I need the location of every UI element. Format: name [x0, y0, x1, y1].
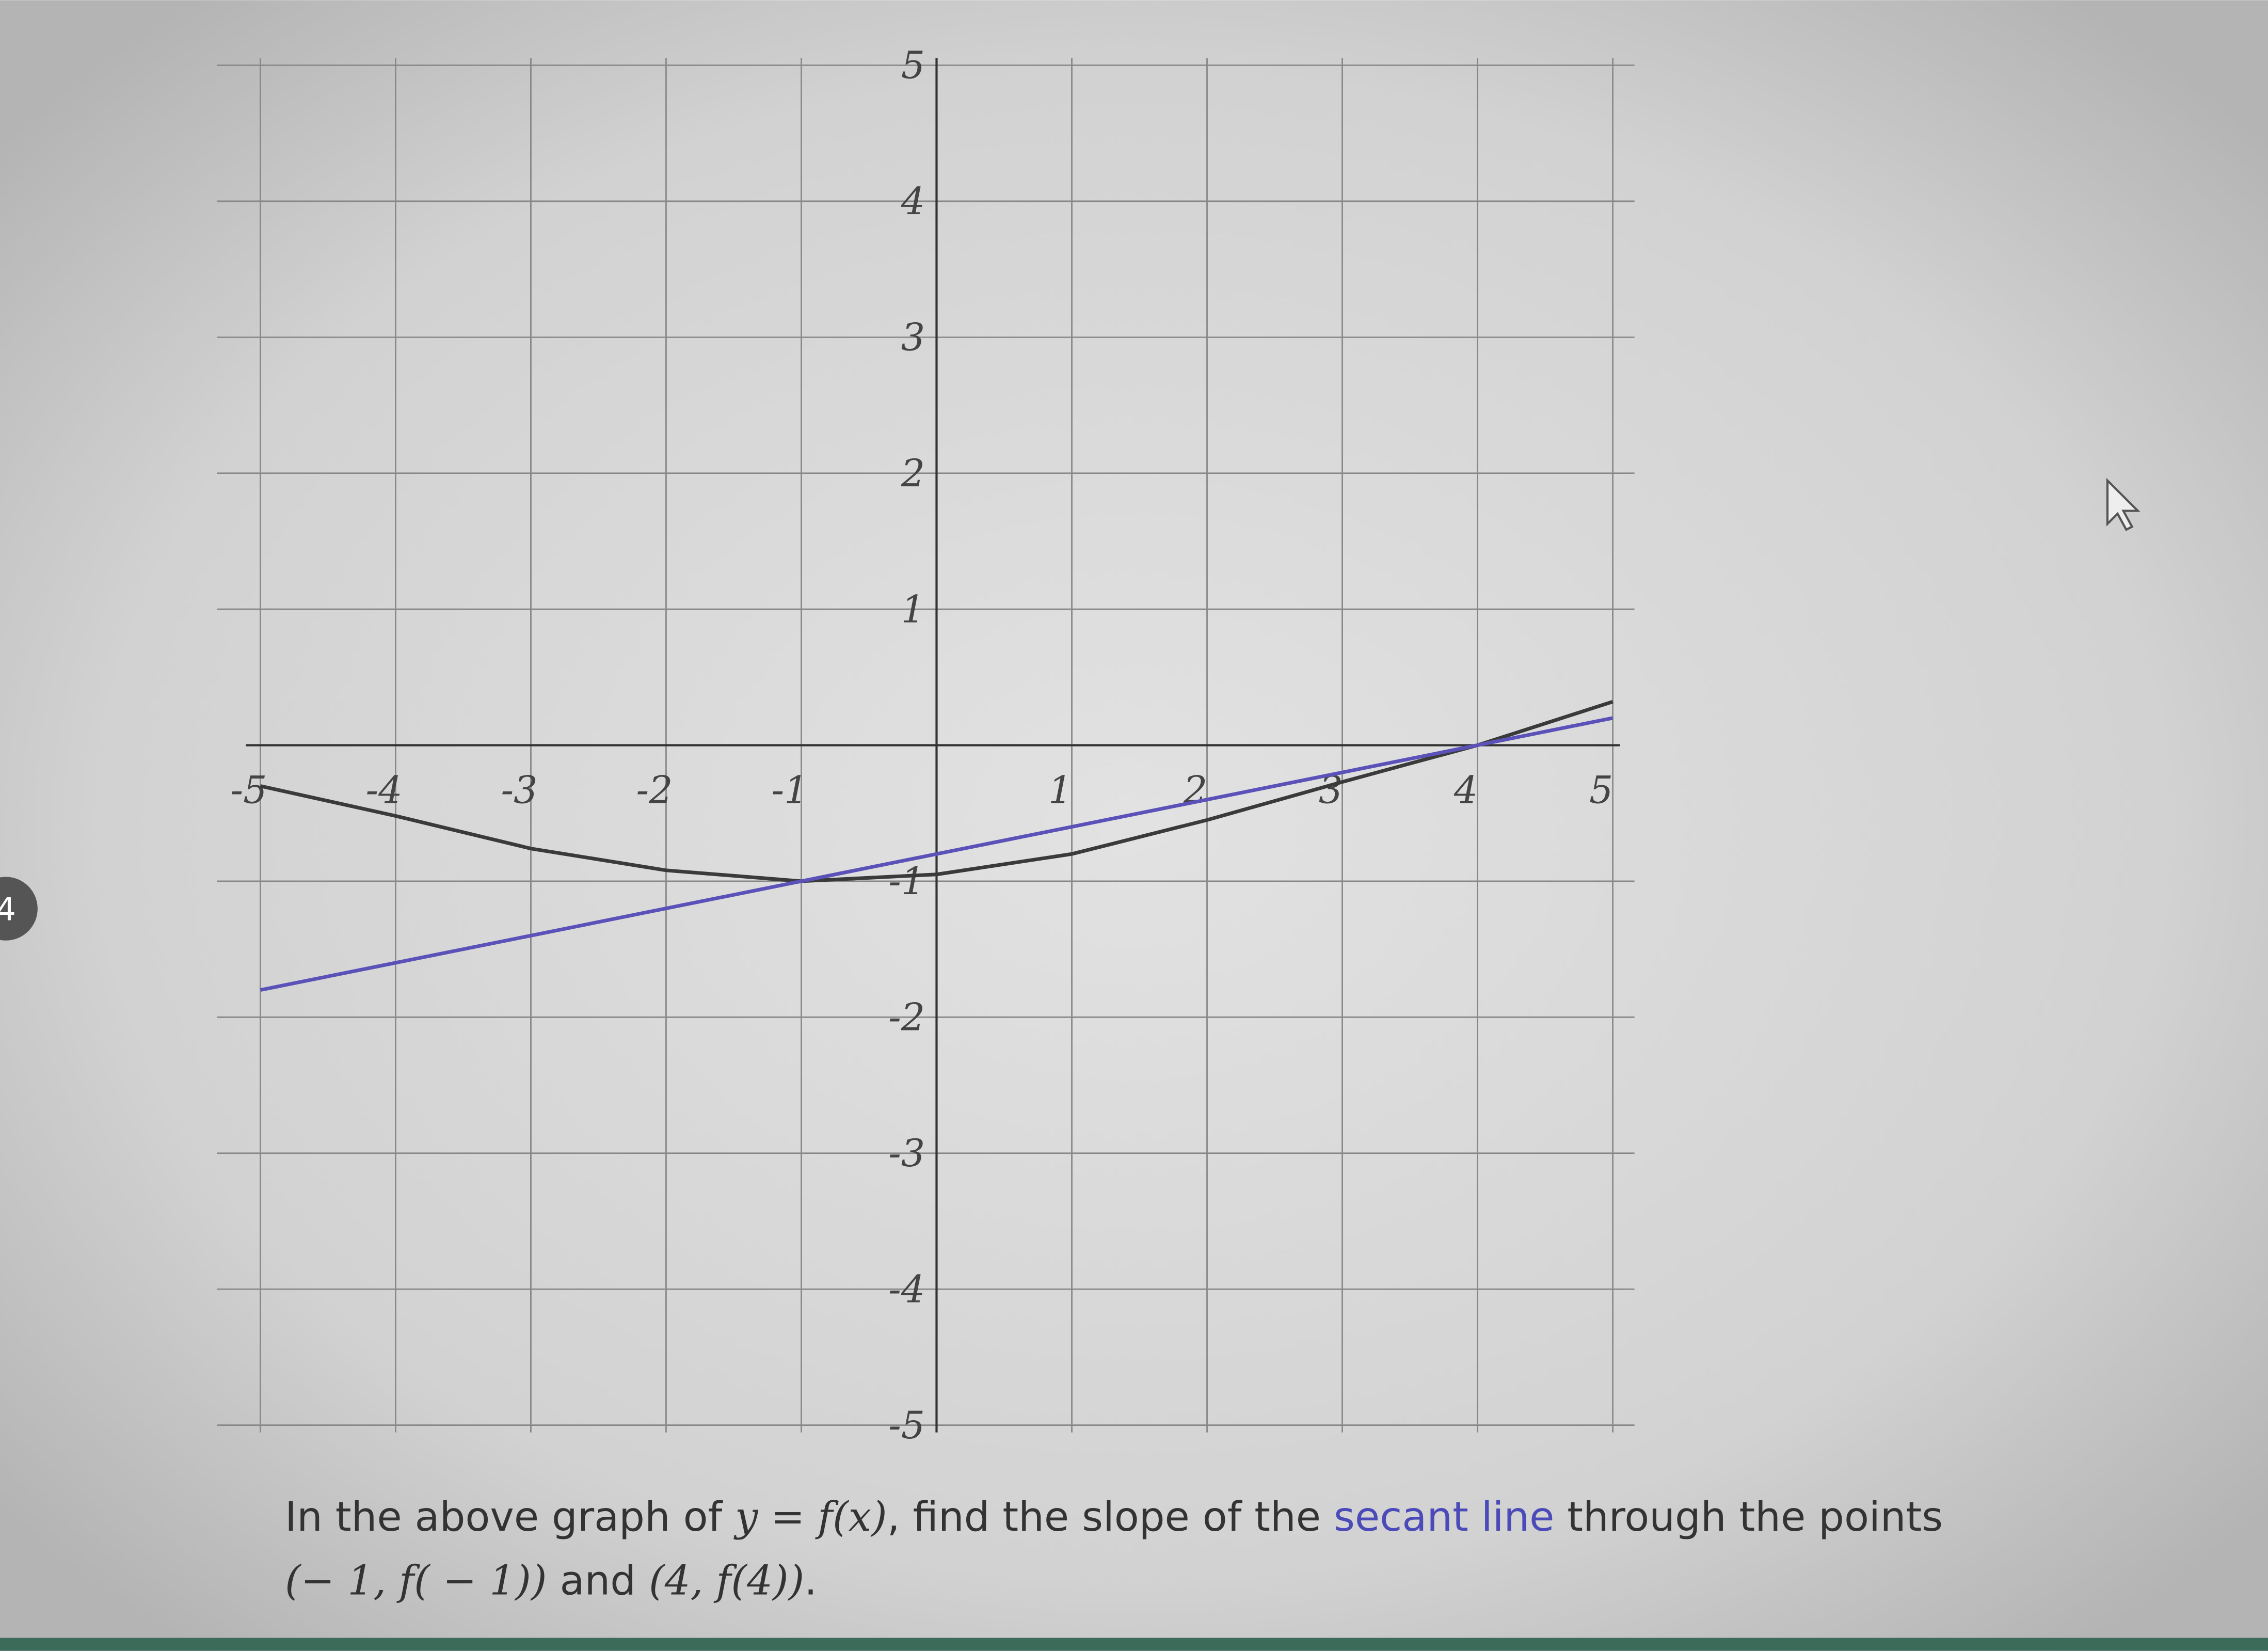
y-tick-label: -1 — [888, 860, 925, 903]
question-text: , find the slope of the — [887, 1493, 1334, 1541]
y-tick-label: 3 — [901, 315, 925, 359]
question-line-2: (− 1, f( − 1)) and (4, f(4)). — [285, 1557, 817, 1604]
question-badge[interactable] — [0, 877, 38, 941]
y-tick-label: -4 — [888, 1267, 925, 1311]
x-tick-label: -5 — [231, 769, 267, 813]
y-tick-label: 2 — [901, 452, 925, 496]
question-text: through the points — [1554, 1493, 1943, 1541]
y-tick-label: 4 — [901, 180, 925, 224]
y-tick-label: 1 — [901, 588, 925, 631]
series-line — [260, 716, 1614, 992]
question-text: . — [804, 1557, 817, 1604]
question-text: and — [547, 1557, 649, 1604]
question-text: In the above graph of — [285, 1493, 735, 1541]
x-tick-label: 5 — [1589, 769, 1613, 813]
math: (− 1, f( − 1)) — [285, 1557, 547, 1604]
y-tick-label: -2 — [888, 996, 925, 1040]
y-tick-label: -3 — [888, 1132, 925, 1176]
math: y = f(x) — [733, 1493, 887, 1541]
x-tick-label: -2 — [636, 769, 673, 813]
y-tick-label: -5 — [888, 1404, 925, 1448]
mouse-cursor — [2106, 478, 2141, 531]
badge-number: 4 — [0, 891, 16, 928]
series-line — [260, 700, 1614, 883]
x-tick-label: 4 — [1454, 769, 1478, 813]
x-tick-label: 2 — [1183, 769, 1207, 813]
x-tick-label: -4 — [366, 769, 403, 813]
x-tick-label: -1 — [772, 769, 808, 813]
bottom-bar — [0, 1638, 2268, 1651]
x-tick-label: 1 — [1048, 769, 1072, 813]
secant-link[interactable]: secant line — [1334, 1493, 1554, 1541]
question-line-1: In the above graph of y = f(x), find the… — [285, 1493, 1943, 1541]
x-tick-label: -3 — [501, 769, 538, 813]
math: (4, f(4)) — [649, 1557, 804, 1604]
y-tick-label: 5 — [901, 44, 925, 88]
